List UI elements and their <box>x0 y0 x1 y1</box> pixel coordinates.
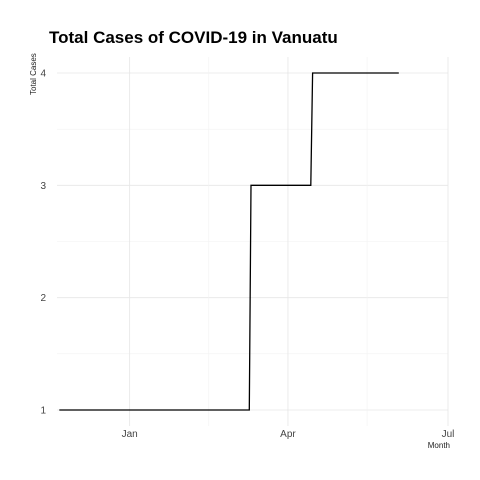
y-axis-label: Total Cases <box>29 53 38 95</box>
y-tick-label: 4 <box>40 69 46 80</box>
x-tick-labels: Jan Apr Jul <box>122 429 455 440</box>
series-lines <box>59 72 399 411</box>
y-tick-label: 2 <box>40 293 46 304</box>
y-tick-labels: 1 2 3 4 <box>40 69 46 417</box>
x-tick-label: Jul <box>442 429 455 440</box>
gridlines <box>57 57 449 426</box>
x-tick-label: Jan <box>122 429 138 440</box>
y-tick-label: 1 <box>40 406 46 417</box>
chart-title: Total Cases of COVID-19 in Vanuatu <box>49 28 338 47</box>
x-axis-label: Month <box>428 441 450 450</box>
series-line-total-cases <box>59 72 399 411</box>
x-tick-label: Apr <box>280 429 296 440</box>
y-tick-label: 3 <box>40 181 46 192</box>
